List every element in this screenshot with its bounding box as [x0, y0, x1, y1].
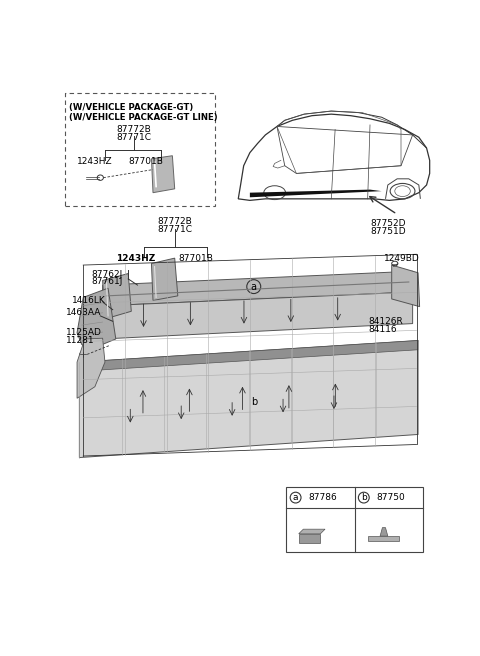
Polygon shape — [103, 271, 413, 306]
Polygon shape — [380, 527, 388, 536]
Text: 1243HZ: 1243HZ — [116, 255, 155, 263]
Text: 87750: 87750 — [376, 493, 405, 502]
Polygon shape — [77, 338, 105, 398]
Polygon shape — [152, 155, 175, 193]
Polygon shape — [299, 534, 321, 543]
Text: 87772B: 87772B — [157, 217, 192, 226]
Text: a: a — [251, 281, 257, 292]
Polygon shape — [369, 536, 399, 541]
Text: 87751D: 87751D — [370, 226, 406, 236]
Text: b: b — [251, 397, 257, 407]
Bar — [286, 487, 423, 552]
Polygon shape — [152, 258, 178, 300]
Polygon shape — [79, 340, 418, 458]
Text: 84126R: 84126R — [369, 318, 403, 327]
Text: 87762J: 87762J — [91, 270, 122, 279]
Text: 87701B: 87701B — [179, 255, 214, 263]
Text: 11281: 11281 — [66, 336, 95, 345]
Text: 87772B: 87772B — [116, 125, 151, 134]
Polygon shape — [77, 288, 116, 350]
Text: 1243HZ: 1243HZ — [77, 157, 113, 166]
Text: b: b — [361, 493, 367, 502]
Text: 84116: 84116 — [369, 325, 397, 334]
Text: 1463AA: 1463AA — [66, 308, 102, 318]
Text: (W/VEHICLE PACKAGE-GT LINE): (W/VEHICLE PACKAGE-GT LINE) — [69, 113, 217, 121]
Text: 87701B: 87701B — [128, 157, 163, 166]
Text: 1416LK: 1416LK — [72, 296, 106, 305]
Text: 87771C: 87771C — [116, 133, 151, 142]
Polygon shape — [392, 265, 420, 306]
Text: 87771C: 87771C — [157, 225, 192, 234]
Bar — [65, 92, 215, 206]
Text: 87752D: 87752D — [370, 219, 406, 228]
Text: a: a — [293, 493, 299, 502]
Polygon shape — [79, 340, 418, 371]
Polygon shape — [103, 274, 132, 319]
Text: 1249BD: 1249BD — [384, 255, 420, 263]
Text: 87786: 87786 — [308, 493, 337, 502]
Text: 87761J: 87761J — [91, 277, 122, 287]
Polygon shape — [250, 190, 382, 197]
Polygon shape — [103, 292, 413, 339]
Text: (W/VEHICLE PACKAGE-GT): (W/VEHICLE PACKAGE-GT) — [69, 104, 193, 112]
Polygon shape — [299, 529, 325, 534]
Text: 1125AD: 1125AD — [66, 328, 102, 337]
